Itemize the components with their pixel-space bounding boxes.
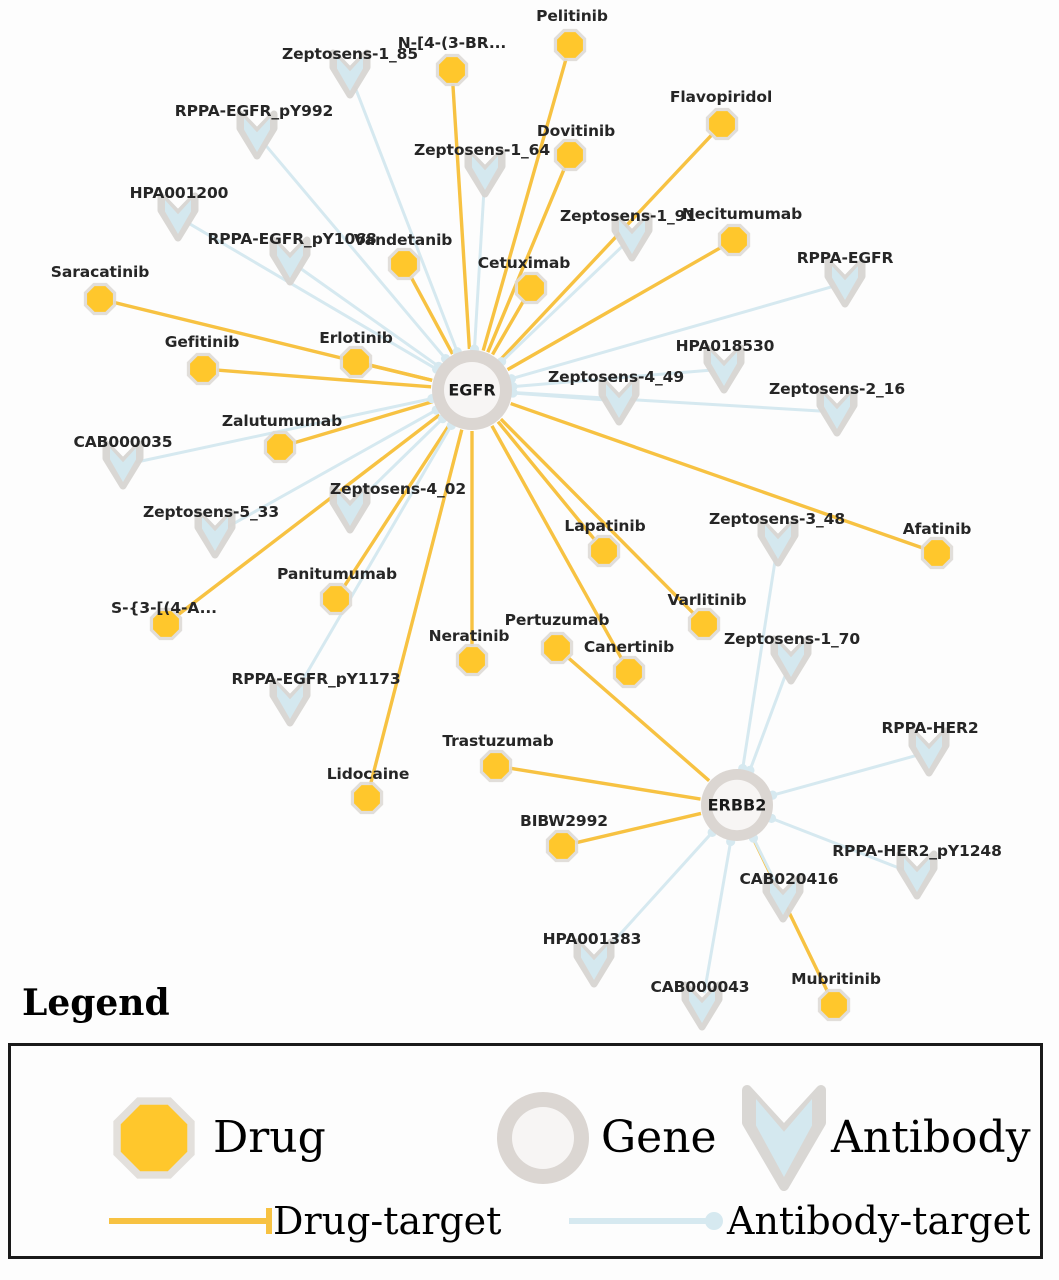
drug-node[interactable] (553, 138, 587, 172)
antibody-node[interactable] (329, 49, 371, 99)
legend-box: Drug Gene Antibody Drug-target Antibody-targ… (8, 1043, 1043, 1259)
drug-node[interactable] (687, 607, 721, 641)
drug-node[interactable] (705, 107, 739, 141)
drug-node[interactable] (186, 352, 220, 386)
gene-label: ERBB2 (707, 795, 767, 815)
antibody-node[interactable] (157, 192, 199, 242)
antibody-node[interactable] (762, 873, 804, 923)
antibody-node[interactable] (598, 376, 640, 426)
antibody-node[interactable] (573, 938, 615, 988)
legend-antibody-label: Antibody (831, 1112, 1031, 1163)
antibody-node[interactable] (102, 440, 144, 490)
gene-node[interactable] (701, 769, 773, 841)
drug-node[interactable] (263, 430, 297, 464)
legend-gene-inner (512, 1107, 574, 1169)
legend-gene-label: Gene (601, 1112, 717, 1163)
antibody-node[interactable] (824, 258, 866, 308)
antibody-node[interactable] (269, 236, 311, 286)
network-canvas[interactable]: Zeptosens-1_85 RPPA-EGFR_pY992 Zeptosens-1… (0, 0, 1059, 1031)
antibody-node[interactable] (757, 517, 799, 567)
antibody-node[interactable] (770, 635, 812, 685)
drug-node[interactable] (817, 988, 851, 1022)
antibody-node[interactable] (329, 484, 371, 534)
drug-node[interactable] (717, 223, 751, 257)
drug-node[interactable] (319, 582, 353, 616)
legend-drug-icon (120, 1104, 188, 1172)
drug-node[interactable] (540, 631, 574, 665)
antibody-node[interactable] (908, 727, 950, 777)
drug-node[interactable] (479, 749, 513, 783)
edges-layer (113, 58, 925, 994)
drug-node[interactable] (545, 829, 579, 863)
drug-node[interactable] (339, 345, 373, 379)
drug-node[interactable] (612, 655, 646, 689)
drug-node[interactable] (920, 536, 954, 570)
drug-node[interactable] (350, 781, 384, 815)
legend-graphics (109, 1085, 826, 1234)
gene-label: EGFR (448, 380, 496, 400)
antibody-node[interactable] (816, 387, 858, 437)
antibody-node[interactable] (703, 344, 745, 394)
antibody-node[interactable] (194, 509, 236, 559)
antibody-node[interactable] (236, 110, 278, 160)
legend-drug-target-label: Drug-target (273, 1199, 502, 1243)
drug-node[interactable] (514, 271, 548, 305)
nodes-layer (83, 28, 954, 1031)
legend-antibody-icon (756, 1099, 812, 1177)
antibody-node[interactable] (269, 677, 311, 727)
drug-node[interactable] (387, 247, 421, 281)
antibody-node[interactable] (896, 850, 938, 900)
legend-antibody-target-label: Antibody-target (727, 1199, 1031, 1243)
legend: Legend Drug Gene Antibody Drug-target Antibo… (0, 982, 1059, 1280)
drug-node[interactable] (435, 53, 469, 87)
drug-node[interactable] (149, 607, 183, 641)
drug-node[interactable] (455, 643, 489, 677)
legend-drug-label: Drug (213, 1112, 326, 1163)
gene-node[interactable] (432, 350, 512, 430)
legend-antibody-edge-dot (705, 1212, 723, 1230)
drug-node[interactable] (553, 28, 587, 62)
antibody-node[interactable] (681, 981, 723, 1031)
drug-node[interactable] (587, 534, 621, 568)
antibody-node[interactable] (464, 148, 506, 198)
legend-title: Legend (22, 982, 170, 1024)
drug-node[interactable] (83, 282, 117, 316)
antibody-node[interactable] (611, 212, 653, 262)
